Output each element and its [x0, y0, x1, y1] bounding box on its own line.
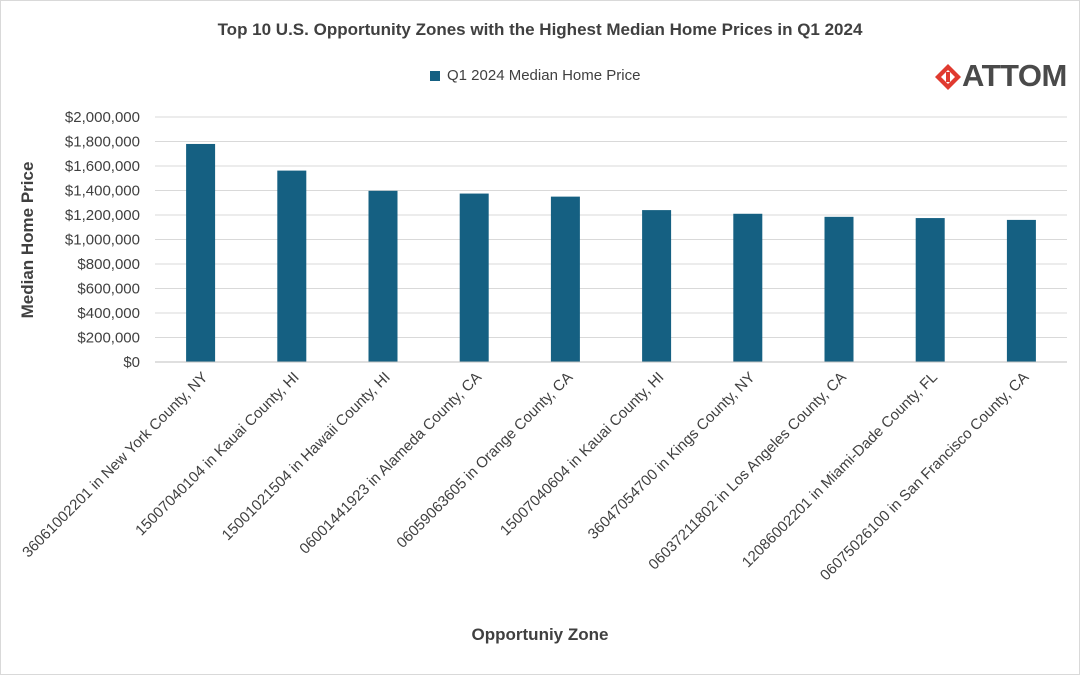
x-tick-label: 06001441923 in Alameda County, CA	[296, 369, 485, 558]
attom-logo-mark-icon	[935, 64, 961, 90]
bar	[186, 143, 216, 362]
logo-text: ATTOM	[962, 58, 1067, 93]
y-tick-label: $1,000,000	[65, 232, 140, 249]
legend: Q1 2024 Median Home Price	[430, 67, 640, 84]
x-tick-label: 15007040104 in Kauai County, HI	[132, 369, 302, 539]
bar	[733, 213, 763, 362]
legend-label: Q1 2024 Median Home Price	[447, 67, 641, 84]
y-tick-label: $1,200,000	[65, 207, 140, 224]
y-tick-label: $0	[123, 354, 140, 371]
x-tick-label: 06037211802 in Los Angeles County, CA	[645, 369, 849, 573]
y-tick-label: $1,800,000	[65, 134, 140, 151]
bar	[824, 216, 854, 362]
y-tick-label: $200,000	[77, 330, 140, 347]
bar	[277, 170, 307, 362]
x-tick-label: 12086002201 in Miami-Dade County, FL	[739, 369, 941, 571]
y-tick-label: $1,400,000	[65, 183, 140, 200]
x-axis-title: Opportuniy Zone	[471, 625, 609, 644]
y-tick-label: $400,000	[77, 305, 140, 322]
bar	[550, 196, 580, 362]
bar	[459, 193, 489, 362]
attom-logo: ATTOM	[934, 58, 1074, 94]
x-tick-label: 36047054700 in Kings County, NY	[585, 369, 759, 543]
x-tick-label: 06059063605 in Orange County, CA	[393, 369, 576, 552]
x-tick-label: 15007040604 in Kauai County, HI	[497, 369, 667, 539]
bar	[368, 190, 398, 362]
chart-title: Top 10 U.S. Opportunity Zones with the H…	[217, 20, 863, 39]
x-tick-label: 06075026100 in San Francisco County, CA	[817, 369, 1032, 584]
bar	[915, 218, 945, 362]
bar	[642, 210, 672, 362]
y-axis-title: Median Home Price	[18, 162, 37, 319]
y-tick-label: $800,000	[77, 256, 140, 273]
x-tick-label: 36061002201 in New York County, NY	[19, 369, 211, 561]
y-tick-label: $600,000	[77, 281, 140, 298]
x-tick-label: 15001021504 in Hawaii County, HI	[219, 369, 394, 544]
y-tick-label: $2,000,000	[65, 109, 140, 126]
bar	[1006, 219, 1036, 362]
y-tick-label: $1,600,000	[65, 158, 140, 175]
legend-swatch	[430, 70, 440, 81]
